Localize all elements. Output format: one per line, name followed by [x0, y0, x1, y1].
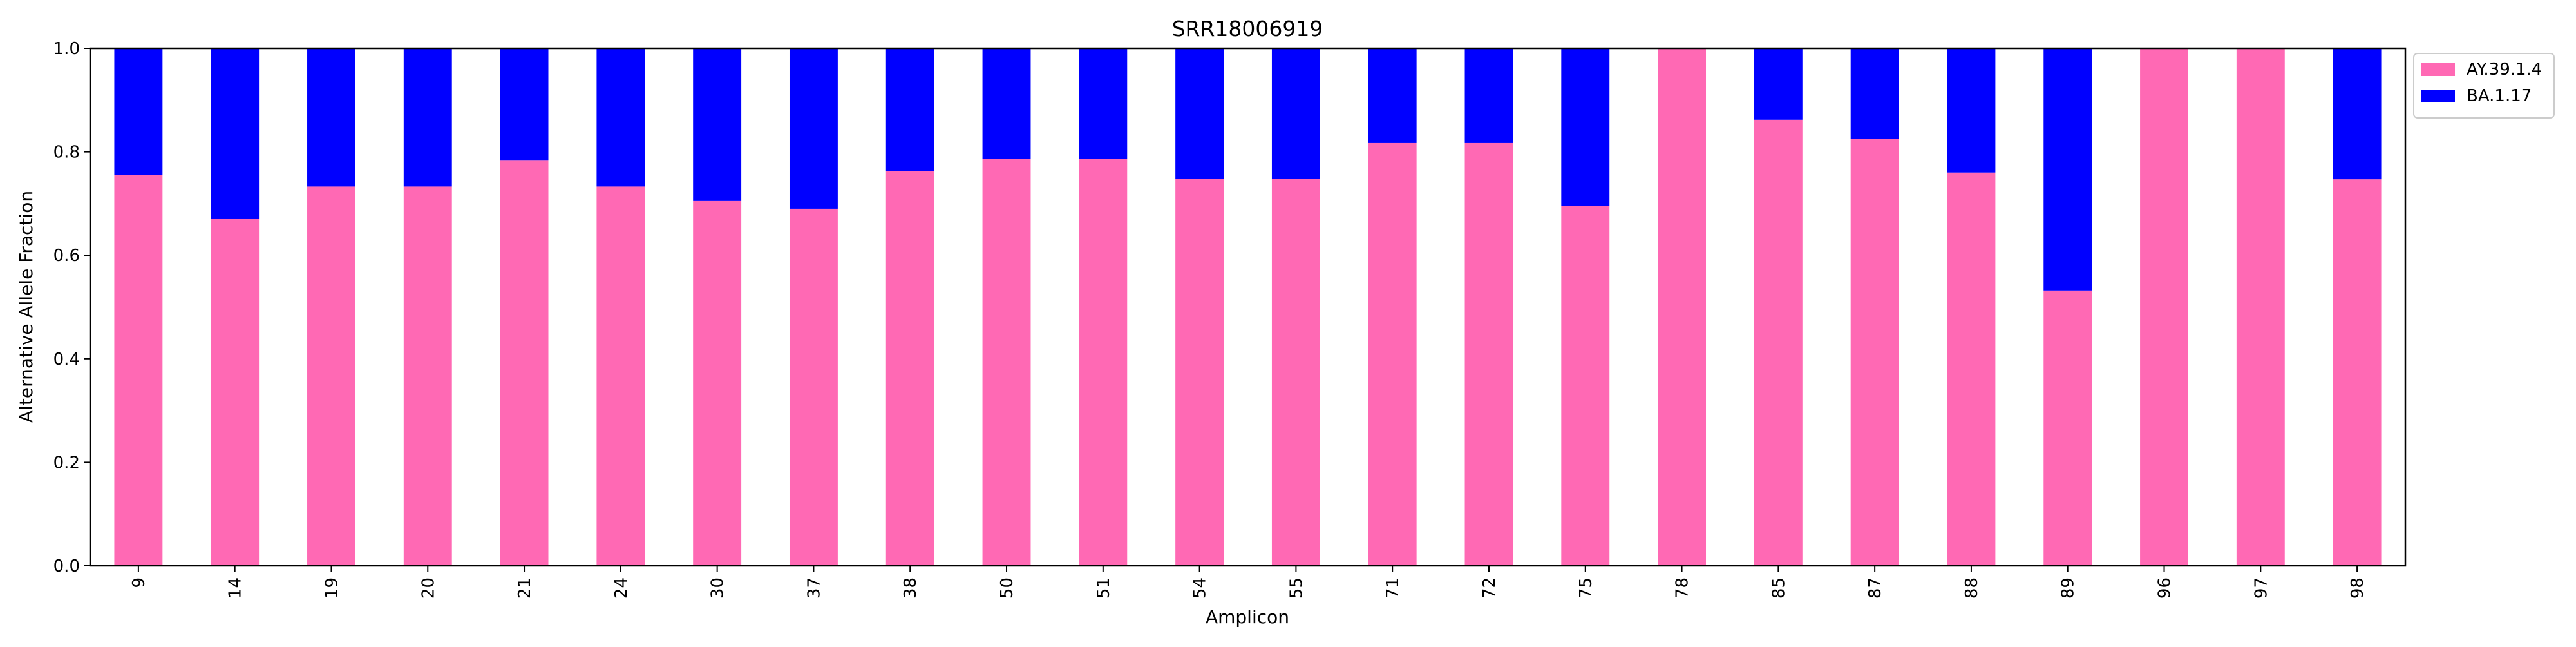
x-tick-label: 24 [612, 577, 631, 599]
bar-ba-1-17-amplicon-20 [403, 48, 452, 187]
bar-ay-39-1-4-amplicon-38 [886, 171, 934, 566]
bar-ay-39-1-4-amplicon-30 [693, 200, 742, 566]
bar-ba-1-17-amplicon-30 [693, 48, 742, 201]
bar-ba-1-17-amplicon-9 [114, 48, 163, 175]
x-tick-label: 71 [1383, 577, 1403, 599]
legend-swatch-ba-1-17 [2421, 90, 2455, 102]
bar-ba-1-17-amplicon-51 [1079, 48, 1128, 159]
bar-ay-39-1-4-amplicon-89 [2043, 290, 2092, 566]
bar-ba-1-17-amplicon-21 [500, 48, 549, 161]
x-tick-label: 88 [1962, 577, 1982, 599]
bar-ay-39-1-4-amplicon-97 [2236, 48, 2285, 566]
y-tick-label: 0.0 [53, 557, 80, 576]
bar-ba-1-17-amplicon-88 [1947, 48, 1996, 173]
x-tick-label: 89 [2059, 577, 2078, 599]
bar-ay-39-1-4-amplicon-98 [2333, 179, 2382, 566]
x-tick-label: 98 [2348, 577, 2367, 599]
x-tick-label: 75 [1577, 577, 1596, 599]
bar-ay-39-1-4-amplicon-54 [1175, 179, 1224, 566]
legend-label-ba-1-17: BA.1.17 [2467, 86, 2532, 106]
bar-ba-1-17-amplicon-38 [886, 48, 934, 171]
x-tick-label: 51 [1094, 577, 1113, 599]
bar-ay-39-1-4-amplicon-20 [403, 186, 452, 566]
bar-ay-39-1-4-amplicon-51 [1079, 159, 1128, 566]
bar-ay-39-1-4-amplicon-78 [1658, 48, 1707, 566]
bar-ba-1-17-amplicon-87 [1850, 48, 1899, 139]
y-tick-label: 0.4 [53, 350, 80, 369]
x-tick-label: 37 [804, 577, 824, 599]
legend: AY.39.1.4 BA.1.17 [2413, 53, 2555, 119]
legend-swatch-ay-39-1-4 [2421, 63, 2455, 76]
bar-ay-39-1-4-amplicon-75 [1561, 206, 1610, 566]
x-axis-ticks: 9 14 19 20 21 24 30 37 38 50 51 54 55 71 72 75 78 85 87 88 8… [129, 566, 2367, 599]
chart-title: SRR18006919 [1172, 16, 1323, 41]
bar-ay-39-1-4-amplicon-72 [1464, 142, 1513, 566]
bar-ba-1-17-amplicon-19 [307, 48, 355, 187]
x-tick-label: 87 [1866, 577, 1885, 599]
x-tick-label: 20 [419, 577, 438, 599]
x-tick-label: 96 [2155, 577, 2175, 599]
x-tick-label: 54 [1191, 577, 1210, 599]
y-axis-label: Alternative Allele Fraction [15, 191, 37, 423]
bar-ay-39-1-4-amplicon-50 [982, 159, 1031, 566]
bar-ay-39-1-4-amplicon-85 [1754, 119, 1803, 566]
x-tick-label: 30 [708, 577, 728, 599]
bars-layer [114, 48, 2382, 566]
bar-ay-39-1-4-amplicon-87 [1850, 139, 1899, 566]
bar-ay-39-1-4-amplicon-71 [1368, 142, 1417, 566]
x-tick-label: 21 [515, 577, 535, 599]
y-tick-label: 0.8 [53, 143, 80, 162]
x-tick-label: 97 [2251, 577, 2271, 599]
x-tick-label: 19 [322, 577, 341, 599]
x-axis-label: Amplicon [1206, 606, 1289, 628]
bar-ay-39-1-4-amplicon-37 [789, 208, 838, 566]
bar-ay-39-1-4-amplicon-96 [2140, 48, 2188, 566]
bar-ba-1-17-amplicon-85 [1754, 48, 1803, 120]
bar-ba-1-17-amplicon-14 [211, 48, 260, 219]
bar-ay-39-1-4-amplicon-14 [211, 218, 260, 566]
bar-ba-1-17-amplicon-75 [1561, 48, 1610, 206]
bar-ba-1-17-amplicon-98 [2333, 48, 2382, 180]
x-tick-label: 14 [226, 577, 245, 599]
y-tick-label: 0.6 [53, 246, 80, 266]
legend-label-ay-39-1-4: AY.39.1.4 [2467, 60, 2542, 79]
bar-ay-39-1-4-amplicon-9 [114, 175, 163, 566]
bar-ba-1-17-amplicon-24 [596, 48, 645, 187]
y-axis-ticks: 0.0 0.2 0.4 0.6 0.8 1.0 [53, 39, 90, 576]
x-tick-label: 50 [998, 577, 1017, 599]
bar-ay-39-1-4-amplicon-88 [1947, 172, 1996, 566]
legend-items: AY.39.1.4 BA.1.17 [2421, 60, 2542, 106]
x-tick-label: 55 [1287, 577, 1306, 599]
bar-ay-39-1-4-amplicon-19 [307, 186, 355, 566]
bar-ba-1-17-amplicon-72 [1464, 48, 1513, 143]
bar-ba-1-17-amplicon-55 [1271, 48, 1320, 179]
bar-ay-39-1-4-amplicon-24 [596, 186, 645, 566]
bar-ba-1-17-amplicon-89 [2043, 48, 2092, 291]
x-tick-label: 38 [901, 577, 920, 599]
x-tick-label: 78 [1673, 577, 1692, 599]
bar-ba-1-17-amplicon-54 [1175, 48, 1224, 179]
plot-frame [89, 47, 2407, 567]
y-tick-label: 0.2 [53, 453, 80, 472]
x-tick-label: 85 [1769, 577, 1788, 599]
bar-ba-1-17-amplicon-50 [982, 48, 1031, 159]
bar-ay-39-1-4-amplicon-21 [500, 160, 549, 566]
y-tick-label: 1.0 [53, 39, 80, 59]
bar-ay-39-1-4-amplicon-55 [1271, 179, 1320, 566]
x-tick-label: 9 [129, 577, 149, 588]
bar-ba-1-17-amplicon-37 [789, 48, 838, 209]
bar-ba-1-17-amplicon-71 [1368, 48, 1417, 143]
x-tick-label: 72 [1480, 577, 1499, 599]
